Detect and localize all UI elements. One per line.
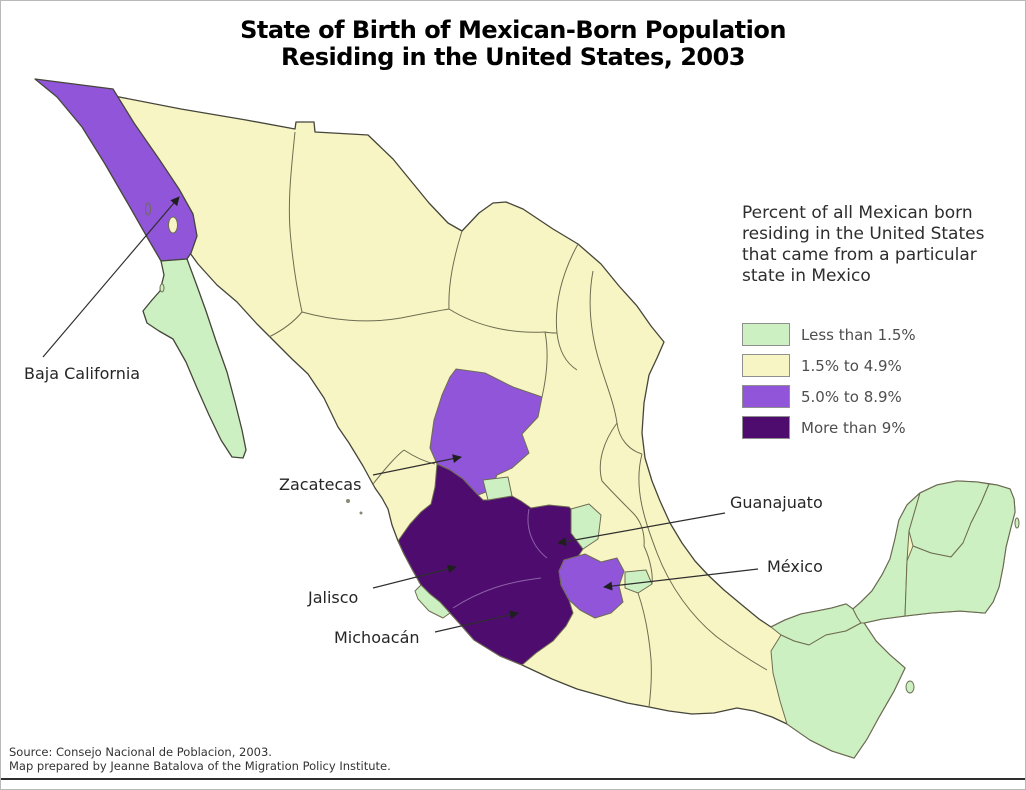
legend-label: 1.5% to 4.9% bbox=[801, 356, 902, 375]
state-mexico bbox=[558, 553, 625, 619]
arrow-jalisco bbox=[372, 564, 457, 589]
legend-label: 5.0% to 8.9% bbox=[801, 387, 902, 406]
arrow-guanajuato bbox=[557, 512, 726, 546]
arrow-zacatecas bbox=[372, 454, 462, 476]
legend-swatch-purple bbox=[742, 385, 790, 408]
legend-title-line-3: that came from a particular bbox=[742, 245, 977, 265]
legend-swatch-yellow bbox=[742, 354, 790, 377]
title-line-2: Residing in the United States, 2003 bbox=[281, 43, 746, 71]
state-chiapas bbox=[770, 622, 906, 759]
label-guanajuato: Guanajuato bbox=[730, 493, 823, 512]
source-line-1: Source: Consejo Nacional de Poblacion, 2… bbox=[9, 745, 272, 759]
legend-swatch-dark-purple bbox=[742, 416, 790, 439]
label-michoacan: Michoacán bbox=[334, 628, 420, 647]
state-colima bbox=[414, 584, 451, 619]
island-cozumel bbox=[1014, 517, 1020, 529]
legend-label: Less than 1.5% bbox=[801, 325, 916, 344]
island-angel-guarda bbox=[145, 202, 151, 216]
source-note: Source: Consejo Nacional de Poblacion, 2… bbox=[9, 745, 391, 773]
state-queretaro bbox=[570, 503, 602, 550]
label-jalisco: Jalisco bbox=[307, 588, 358, 607]
legend-item-less-than-1-5: Less than 1.5% bbox=[742, 323, 1022, 346]
source-line-2: Map prepared by Jeanne Batalova of the M… bbox=[9, 759, 391, 773]
label-zacatecas: Zacatecas bbox=[279, 475, 361, 494]
legend-item-5-0-to-8-9: 5.0% to 8.9% bbox=[742, 385, 1022, 408]
state-baja-california-sur bbox=[142, 258, 247, 459]
state-tlaxcala bbox=[624, 569, 653, 594]
legend-items: Less than 1.5% 1.5% to 4.9% 5.0% to 8.9%… bbox=[742, 323, 1022, 439]
label-baja-california: Baja California bbox=[24, 364, 140, 383]
legend-title-line-1: Percent of all Mexican born bbox=[742, 203, 973, 223]
state-quintana-roo bbox=[904, 483, 1016, 617]
label-mexico: México bbox=[767, 557, 823, 576]
bottom-rule bbox=[1, 778, 1025, 780]
island-south bbox=[905, 680, 915, 694]
legend-swatch-green bbox=[742, 323, 790, 346]
legend-title-line-2: residing in the United States bbox=[742, 224, 985, 244]
dark-internal-borders bbox=[452, 508, 548, 609]
island-tiburon bbox=[168, 216, 178, 234]
arrow-baja-california bbox=[42, 196, 180, 358]
legend: Percent of all Mexican born residing in … bbox=[742, 203, 1022, 447]
title-line-1: State of Birth of Mexican-Born Populatio… bbox=[240, 16, 786, 44]
legend-label: More than 9% bbox=[801, 418, 906, 437]
island-marias-2 bbox=[359, 511, 363, 515]
arrow-michoacan bbox=[434, 610, 519, 633]
legend-item-more-than-9: More than 9% bbox=[742, 416, 1022, 439]
arrow-mexico bbox=[603, 568, 759, 591]
page-title: State of Birth of Mexican-Born Populatio… bbox=[1, 17, 1025, 71]
state-baja-california bbox=[34, 78, 198, 262]
state-aguascalientes bbox=[482, 476, 513, 501]
island-small-gulf bbox=[159, 283, 165, 293]
legend-title-line-4: state in Mexico bbox=[742, 266, 871, 286]
island-marias-1 bbox=[346, 499, 350, 503]
legend-title: Percent of all Mexican born residing in … bbox=[742, 203, 1022, 287]
legend-item-1-5-to-4-9: 1.5% to 4.9% bbox=[742, 354, 1022, 377]
